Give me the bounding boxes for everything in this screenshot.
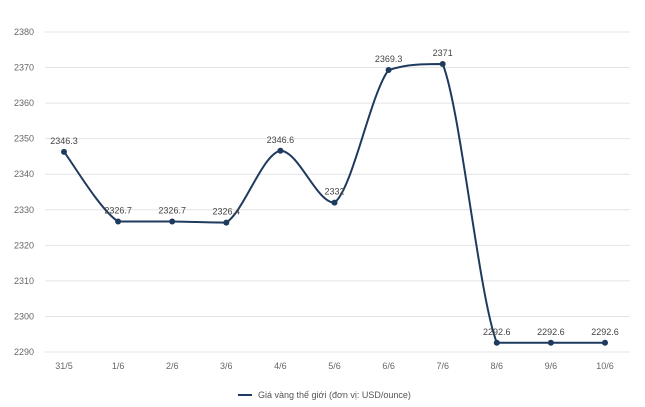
data-point: [602, 339, 608, 346]
x-tick-label: 10/6: [596, 361, 614, 371]
y-tick-label: 2380: [14, 27, 34, 37]
data-label: 2292.6: [537, 327, 565, 337]
x-tick-label: 8/6: [491, 361, 504, 371]
data-labels: 2346.3 2326.7 2326.7 2326.4 2346.6 2332 2369.3…: [50, 48, 619, 337]
y-tick-label: 2300: [14, 311, 34, 321]
data-label: 2371: [433, 48, 453, 58]
data-point: [277, 147, 284, 154]
data-label: 2292.6: [483, 327, 511, 337]
data-point: [115, 218, 122, 225]
data-label: 2292.6: [591, 327, 619, 337]
data-label: 2326.7: [158, 206, 186, 216]
x-tick-label: 2/6: [166, 361, 179, 371]
y-tick-label: 2340: [14, 169, 34, 179]
data-point: [223, 219, 230, 226]
x-tick-label: 3/6: [220, 361, 233, 371]
y-axis-ticks: 2290 2300 2310 2320 2330 2340 2350 2360 2370 2380: [14, 27, 34, 357]
data-point: [547, 339, 554, 346]
y-tick-label: 2330: [14, 205, 34, 215]
x-tick-label: 9/6: [545, 361, 558, 371]
data-label: 2326.4: [213, 207, 241, 217]
data-point: [439, 61, 446, 67]
data-point: [493, 339, 500, 346]
x-tick-label: 31/5: [55, 361, 73, 371]
data-label: 2346.3: [50, 136, 78, 146]
data-point: [169, 218, 176, 225]
y-tick-label: 2370: [14, 63, 34, 73]
x-tick-label: 4/6: [274, 361, 287, 371]
x-tick-label: 7/6: [436, 361, 449, 371]
legend: Giá vàng thế giới (đơn vị: USD/ounce): [238, 390, 411, 400]
y-tick-label: 2360: [14, 98, 34, 108]
data-label: 2332: [324, 187, 344, 197]
y-tick-label: 2310: [14, 276, 34, 286]
data-label: 2346.6: [267, 135, 295, 145]
x-tick-label: 1/6: [112, 361, 125, 371]
data-label: 2326.7: [104, 206, 132, 216]
data-point: [61, 148, 67, 155]
data-points: [61, 61, 608, 346]
x-tick-label: 5/6: [328, 361, 341, 371]
data-label: 2369.3: [375, 54, 403, 64]
y-tick-label: 2320: [14, 240, 34, 250]
gridlines: [45, 31, 630, 353]
y-tick-label: 2290: [14, 347, 34, 357]
x-axis-ticks: 31/5 1/6 2/6 3/6 4/6 5/6 6/6 7/6 8/6 9/6 10/6: [55, 361, 614, 371]
data-point: [331, 199, 338, 206]
data-point: [385, 67, 392, 74]
legend-label: Giá vàng thế giới (đơn vị: USD/ounce): [258, 390, 411, 400]
y-tick-label: 2350: [14, 134, 34, 144]
x-tick-label: 6/6: [382, 361, 395, 371]
